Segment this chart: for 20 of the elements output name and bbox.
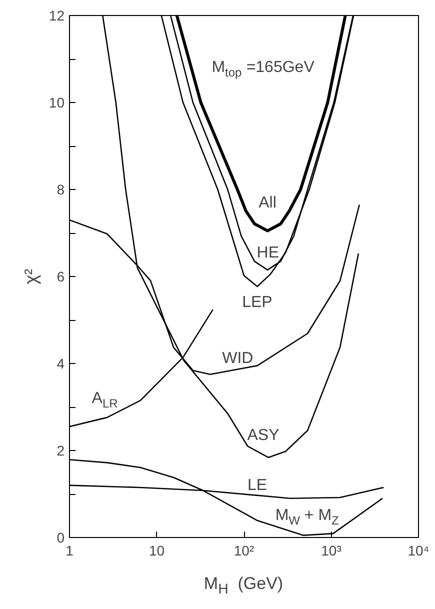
x-tick-label: 10	[148, 542, 165, 558]
y-tick-label: 12	[48, 8, 65, 24]
series-label: LE	[248, 476, 268, 494]
x-axis-title: M$_{H}$ (GeV)	[204, 573, 284, 600]
x-tick-label: 10³	[321, 542, 342, 558]
y-tick-label: 0	[56, 530, 65, 546]
y-tick-label: 4	[56, 356, 65, 372]
x-tick-label: 10⁴	[408, 542, 430, 558]
y-axis-title: χ²	[20, 268, 41, 284]
y-tick-label: 6	[56, 268, 65, 284]
y-tick-label: 10	[48, 94, 65, 110]
series-label: HE	[256, 244, 280, 262]
series-label: LEP	[242, 294, 272, 312]
y-tick-label: 8	[56, 182, 65, 198]
series-label: All	[258, 194, 276, 212]
x-tick-label: 10²	[234, 542, 254, 558]
series-label: WID	[222, 350, 254, 367]
series-label: ASY	[247, 426, 280, 444]
x-tick-label: 1	[66, 542, 74, 558]
y-tick-label: 2	[56, 442, 65, 458]
